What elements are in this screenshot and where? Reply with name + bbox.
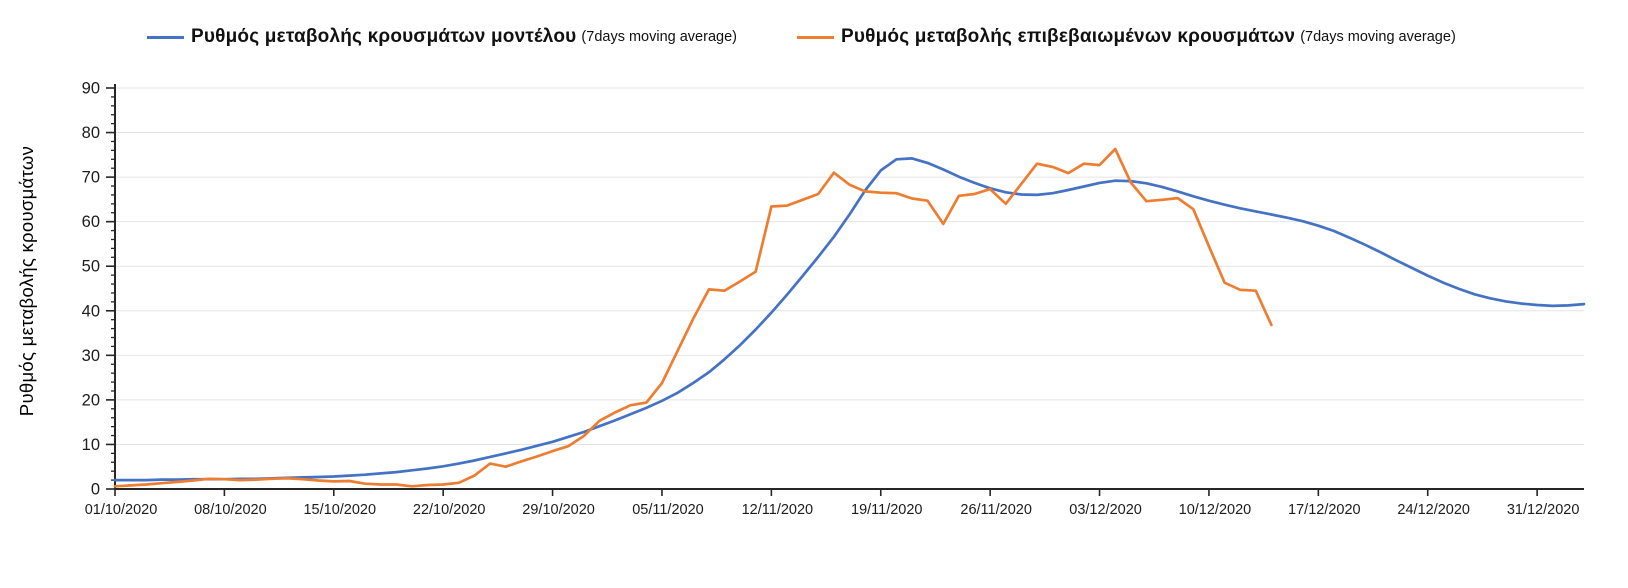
x-tick-label: 15/10/2020 — [303, 502, 376, 518]
x-tick-label: 12/11/2020 — [742, 502, 814, 518]
y-tick-label: 30 — [82, 347, 100, 365]
legend-label-confirmed: Ρυθμός μεταβολής επιβεβαιωμένων κρουσμάτ… — [841, 26, 1296, 47]
x-tick-label: 24/12/2020 — [1397, 502, 1470, 518]
model-series-line — [113, 157, 1586, 482]
x-tick-label: 26/11/2020 — [960, 502, 1032, 518]
x-tick-label: 29/10/2020 — [522, 502, 595, 518]
y-tick-label: 90 — [82, 80, 100, 98]
legend-line-confirmed-icon — [797, 35, 834, 39]
legend-label-model: Ρυθμός μεταβολής κρουσμάτων μοντέλου — [191, 26, 577, 47]
y-tick-label: 20 — [82, 391, 100, 409]
legend-suffix-confirmed: (7days moving average) — [1300, 29, 1456, 45]
legend-suffix-model: (7days moving average) — [581, 29, 737, 45]
x-tick-label: 19/11/2020 — [851, 502, 923, 518]
y-tick-label: 70 — [82, 169, 100, 187]
y-tick-label: 60 — [82, 213, 100, 231]
confirmed-series-line — [113, 147, 1273, 488]
x-tick-label: 22/10/2020 — [413, 502, 486, 518]
legend-item-confirmed: Ρυθμός μεταβολής επιβεβαιωμένων κρουσμάτ… — [797, 26, 1456, 48]
x-tick-label: 03/12/2020 — [1069, 502, 1142, 518]
x-tick-label: 31/12/2020 — [1507, 502, 1580, 518]
y-tick-label: 80 — [82, 124, 100, 142]
y-axis-title: Ρυθμός μεταβολής κρουσμάτων — [16, 145, 37, 417]
legend-line-model-icon — [147, 35, 184, 39]
y-tick-label: 40 — [82, 302, 100, 320]
y-tick-label: 10 — [82, 436, 100, 454]
x-tick-label: 10/12/2020 — [1179, 502, 1252, 518]
x-tick-label: 08/10/2020 — [194, 502, 267, 518]
y-tick-label: 0 — [91, 481, 100, 499]
x-tick-label: 01/10/2020 — [85, 502, 158, 518]
x-tick-label: 05/11/2020 — [632, 502, 704, 518]
x-tick-label: 17/12/2020 — [1288, 502, 1361, 518]
legend-item-model: Ρυθμός μεταβολής κρουσμάτων μοντέλου (7d… — [147, 26, 737, 48]
y-tick-label: 50 — [82, 258, 100, 276]
